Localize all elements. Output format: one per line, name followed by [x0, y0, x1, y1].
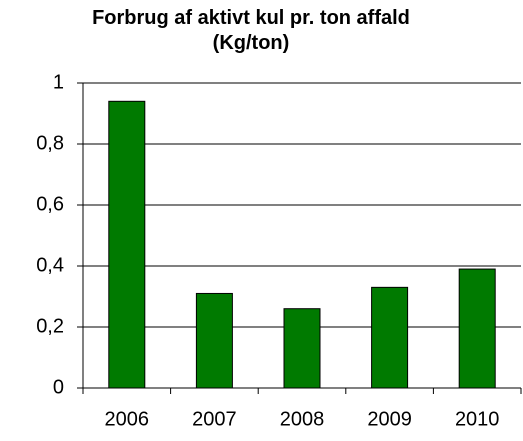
bar [108, 100, 146, 389]
x-tick-label: 2010 [455, 408, 500, 430]
chart-title: Forbrug af aktivt kul pr. ton affald (Kg… [92, 7, 410, 54]
bar [195, 292, 233, 389]
y-tick-label: 0,8 [36, 132, 64, 154]
x-tick-label: 2007 [192, 408, 237, 430]
x-tick-label: 2008 [280, 408, 325, 430]
bar [458, 268, 496, 389]
x-tick-label: 2006 [105, 408, 150, 430]
y-tick-label: 0,2 [36, 315, 64, 337]
y-tick-label: 1 [53, 71, 64, 93]
bar [371, 286, 409, 389]
y-tick-label: 0,6 [36, 193, 64, 215]
y-tick-label: 0 [53, 376, 64, 398]
y-tick-label: 0,4 [36, 254, 64, 276]
bar [283, 308, 321, 389]
x-tick-label: 2009 [367, 408, 412, 430]
